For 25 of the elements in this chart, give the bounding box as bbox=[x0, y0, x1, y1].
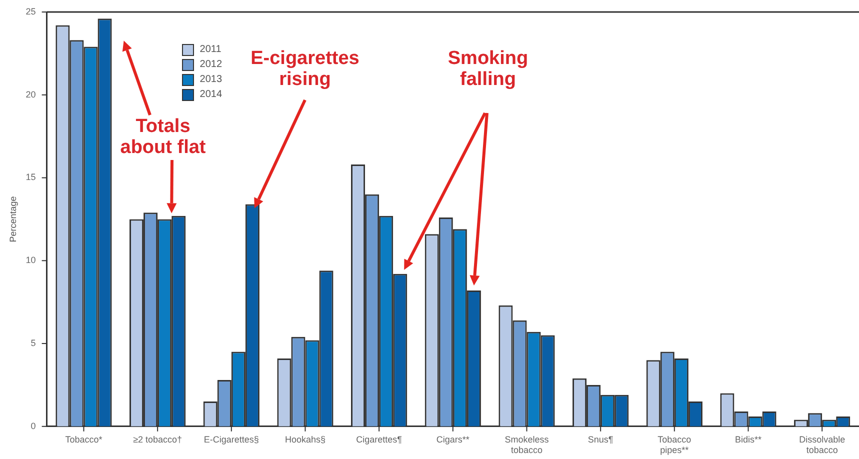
x-tick-label: Tobacco pipes** bbox=[658, 434, 692, 456]
x-tick-label: Smokeless tobacco bbox=[504, 434, 550, 456]
y-tick-label: 20 bbox=[26, 89, 36, 100]
y-tick-label: 25 bbox=[26, 6, 36, 16]
x-tick-label: Dissolvable tobacco bbox=[799, 434, 846, 456]
x-tick-label: Snus¶ bbox=[588, 434, 614, 444]
x-tick-label: E-Cigarettes§ bbox=[204, 434, 259, 444]
y-axis-title: Percentage bbox=[8, 196, 18, 242]
y-tick-label: 0 bbox=[30, 420, 36, 431]
legend-label: 2014 bbox=[200, 89, 222, 100]
x-tick-label: Cigars** bbox=[436, 434, 470, 444]
y-tick-label: 15 bbox=[26, 172, 36, 182]
x-tick-label: ≥2 tobacco† bbox=[133, 434, 182, 444]
y-tick-label: 10 bbox=[26, 255, 36, 266]
x-tick-label: Cigarettes¶ bbox=[356, 434, 402, 444]
annotation: Smoking falling bbox=[446, 48, 530, 91]
annotation: Totals about flat bbox=[119, 116, 207, 159]
legend-label: 2012 bbox=[200, 59, 222, 70]
x-tick-label: Tobacco* bbox=[65, 434, 103, 444]
annotation: E-cigarettes rising bbox=[250, 48, 360, 91]
x-tick-label: Hookahs§ bbox=[284, 434, 326, 444]
y-tick-label: 5 bbox=[30, 338, 36, 348]
legend-label: 2013 bbox=[200, 74, 222, 85]
legend-label: 2011 bbox=[200, 44, 222, 55]
x-tick-label: Bidis** bbox=[734, 434, 762, 444]
